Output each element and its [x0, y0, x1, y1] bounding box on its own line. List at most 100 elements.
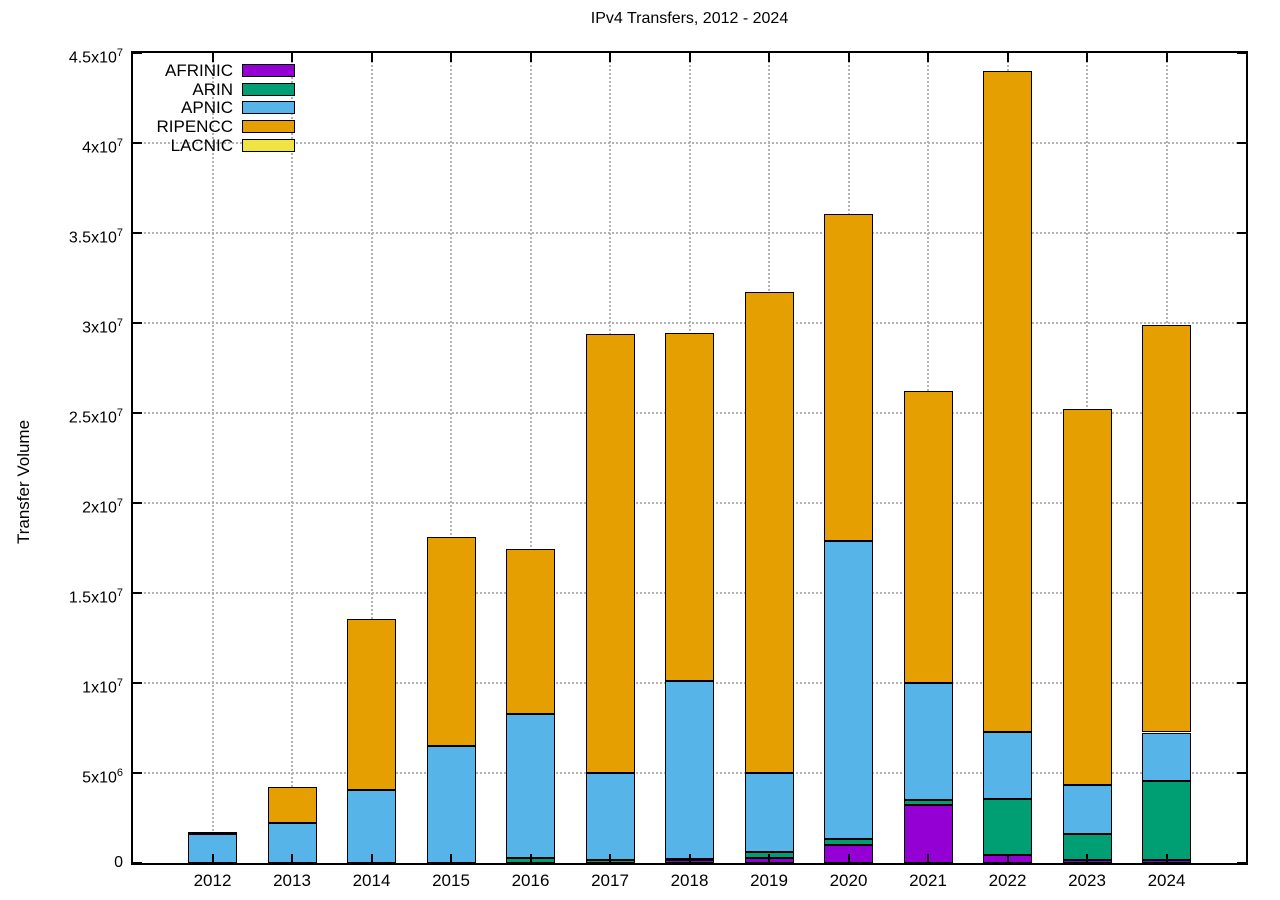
gridline-x-2014 [370, 53, 373, 863]
x-axis-tick [688, 53, 691, 62]
bar-segment-ripencc-2023 [1062, 409, 1112, 785]
y-tick-label-4.5x10^7: 4.5x107 [68, 47, 123, 67]
bar-segment-ripencc-2017 [585, 333, 635, 773]
bar-segment-afrinic-2021 [903, 804, 953, 863]
plot-area: AFRINIC ARIN APNIC RIPENCC LACNIC [131, 51, 1248, 865]
x-axis-tick [1086, 53, 1088, 62]
y-axis-tick [1237, 682, 1246, 684]
legend-label-lacnic: LACNIC [170, 135, 233, 155]
x-axis-tick [768, 854, 770, 863]
x-axis-tick [1086, 854, 1088, 863]
y-axis-tick [133, 772, 142, 774]
x-axis-tick [370, 53, 373, 62]
y-axis-tick [1237, 232, 1246, 234]
x-tick-label-2020: 2020 [829, 871, 868, 890]
bar-segment-apnic-2017 [585, 773, 635, 861]
y-axis-tick [133, 592, 142, 594]
y-axis-tick [1237, 502, 1246, 504]
bar-segment-apnic-2020 [824, 540, 873, 839]
x-axis-tick [927, 854, 929, 863]
x-axis-tick [768, 53, 770, 62]
x-axis-tick [1165, 53, 1168, 62]
legend-label-apnic: APNIC [181, 98, 233, 118]
x-tick-label-2019: 2019 [750, 871, 788, 890]
y-tick-label-3x10^7: 3x107 [82, 317, 123, 337]
y-tick-label-0: 0 [114, 854, 123, 871]
y-axis-tick [133, 412, 142, 414]
bar-segment-ripencc-2013 [267, 787, 317, 824]
y-axis-tick [133, 862, 142, 864]
y-tick-label-2x10^7: 2x107 [82, 497, 123, 517]
legend-swatch-ripencc [242, 120, 295, 134]
bar-segment-ripencc-2012 [188, 832, 237, 835]
x-tick-label-2015: 2015 [432, 871, 470, 890]
x-tick-label-2016: 2016 [511, 871, 550, 890]
bar-segment-apnic-2016 [506, 713, 555, 858]
y-axis-tick [133, 232, 142, 234]
x-axis-tick [688, 854, 691, 863]
x-tick-label-2017: 2017 [591, 871, 629, 890]
x-axis-tick [291, 854, 293, 863]
y-tick-label-5x10^6: 5x106 [82, 767, 123, 787]
x-axis-tick [291, 53, 293, 62]
bar-segment-apnic-2023 [1062, 784, 1112, 835]
y-axis-tick [1237, 772, 1246, 774]
x-axis-tick [1006, 53, 1009, 62]
bar-segment-arin-2024 [1142, 781, 1191, 861]
y-axis-tick [133, 502, 142, 504]
y-tick-label-2.5x10^7: 2.5x107 [68, 407, 123, 427]
x-axis-tick [847, 854, 850, 863]
legend-row-ripencc: RIPENCC [141, 117, 301, 136]
y-axis-tick [1237, 322, 1246, 324]
bar-segment-ripencc-2022 [983, 71, 1032, 732]
legend-row-apnic: APNIC [141, 98, 301, 117]
y-axis-tick [133, 52, 142, 54]
gridline-y-4x10^7 [133, 142, 1246, 144]
x-axis-tick [529, 53, 532, 62]
y-axis-tick [1237, 142, 1246, 144]
bar-segment-apnic-2019 [744, 773, 794, 853]
y-axis-tick [1237, 862, 1246, 864]
gridline-x-2016 [529, 53, 532, 863]
x-axis-tick [211, 854, 214, 863]
x-tick-label-2023: 2023 [1068, 871, 1106, 890]
legend-row-afrinic: AFRINIC [141, 61, 301, 80]
x-tick-label-2018: 2018 [670, 871, 709, 890]
legend-swatch-arin [242, 82, 295, 96]
bar-segment-apnic-2018 [665, 681, 714, 860]
x-axis-tick [927, 53, 929, 62]
x-axis-tick [1165, 854, 1168, 863]
bar-segment-arin-2020 [824, 838, 873, 845]
bar-segment-apnic-2021 [903, 683, 953, 800]
y-axis-tick [133, 682, 142, 684]
gridline-x-2015 [450, 53, 452, 863]
bar-segment-arin-2021 [903, 800, 953, 805]
y-tick-label-1.5x10^7: 1.5x107 [68, 587, 123, 607]
bar-segment-ripencc-2016 [506, 548, 555, 714]
x-tick-label-2014: 2014 [352, 871, 391, 890]
bar-segment-apnic-2024 [1142, 732, 1191, 782]
x-tick-label-2022: 2022 [988, 871, 1027, 890]
x-axis-tick [450, 854, 452, 863]
bar-segment-ripencc-2018 [665, 332, 714, 682]
x-axis-tick [847, 53, 850, 62]
x-axis-tick [529, 854, 532, 863]
y-axis-tick [1237, 52, 1246, 54]
x-tick-label-2021: 2021 [909, 871, 947, 890]
x-axis-tick [609, 854, 611, 863]
y-axis-tick [1237, 592, 1246, 594]
gridline-y-3x10^7 [133, 322, 1246, 324]
bar-segment-ripencc-2019 [744, 292, 794, 773]
bar-segment-apnic-2022 [983, 731, 1032, 800]
legend-label-arin: ARIN [192, 79, 233, 99]
chart-title: IPv4 Transfers, 2012 - 2024 [590, 10, 789, 27]
bar-segment-ripencc-2014 [347, 619, 396, 791]
y-tick-label-3.5x10^7: 3.5x107 [68, 227, 123, 247]
y-axis-tick [133, 322, 142, 324]
y-tick-label-1x10^7: 1x107 [82, 677, 123, 697]
legend-swatch-afrinic [242, 64, 295, 77]
x-axis-tick [370, 854, 373, 863]
gridline-y-3.5x10^7 [133, 232, 1246, 234]
y-axis-tick [133, 142, 142, 144]
legend-row-lacnic: LACNIC [141, 136, 301, 155]
